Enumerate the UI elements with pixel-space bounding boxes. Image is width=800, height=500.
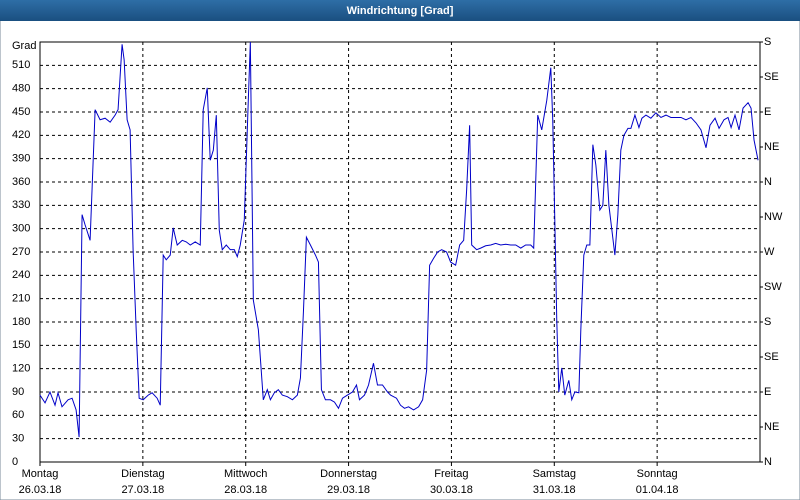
y2-tick-label: E: [764, 106, 771, 118]
y2-tick-label: S: [764, 36, 771, 48]
y-tick-label: 120: [12, 363, 30, 375]
chart-title: Windrichtung [Grad]: [347, 5, 454, 17]
y-tick-label: 480: [12, 83, 30, 95]
y-tick-label: 330: [12, 199, 30, 211]
y2-tick-label: SW: [764, 281, 782, 293]
y2-tick-label: N: [764, 456, 772, 468]
x-tick-label: Sonntag: [637, 468, 678, 480]
y-tick-label: 180: [12, 316, 30, 328]
y-tick-label: 90: [12, 386, 24, 398]
x-tick-date: 28.03.18: [224, 484, 267, 496]
x-tick-date: 29.03.18: [327, 484, 370, 496]
x-tick-label: Samstag: [533, 468, 576, 480]
y-tick-label: 360: [12, 176, 30, 188]
x-tick-date: 31.03.18: [533, 484, 576, 496]
y-tick-label: 450: [12, 106, 30, 118]
y2-tick-label: NW: [764, 211, 783, 223]
x-tick-label: Freitag: [434, 468, 468, 480]
x-tick-label: Montag: [22, 468, 59, 480]
y-tick-label: 150: [12, 339, 30, 351]
y-tick-label: 240: [12, 269, 30, 281]
y-tick-label: 0: [12, 456, 18, 468]
y-tick-label: 420: [12, 129, 30, 141]
y2-tick-label: SE: [764, 351, 779, 363]
x-tick-label: Mittwoch: [224, 468, 267, 480]
title-bar: [0, 0, 800, 21]
y2-tick-label: E: [764, 386, 771, 398]
y-tick-label: 300: [12, 223, 30, 235]
x-tick-label: Dienstag: [121, 468, 164, 480]
x-tick-date: 26.03.18: [19, 484, 62, 496]
y2-tick-label: S: [764, 316, 771, 328]
y-tick-label: 270: [12, 246, 30, 258]
y2-tick-label: SE: [764, 71, 779, 83]
x-tick-date: 01.04.18: [636, 484, 679, 496]
y-axis-label: Grad: [12, 40, 36, 52]
y2-tick-label: NE: [764, 421, 779, 433]
plot-frame: [39, 41, 761, 463]
x-tick-date: 27.03.18: [121, 484, 164, 496]
y-tick-label: 30: [12, 433, 24, 445]
x-tick-label: Donnerstag: [320, 468, 377, 480]
y-tick-label: 510: [12, 59, 30, 71]
y-tick-label: 60: [12, 409, 24, 421]
data-line: [39, 41, 759, 438]
y-tick-label: 390: [12, 153, 30, 165]
y-tick-label: 210: [12, 293, 30, 305]
x-tick-date: 30.03.18: [430, 484, 473, 496]
y2-tick-label: N: [764, 176, 772, 188]
y2-tick-label: NE: [764, 141, 779, 153]
y2-tick-label: W: [764, 246, 775, 258]
